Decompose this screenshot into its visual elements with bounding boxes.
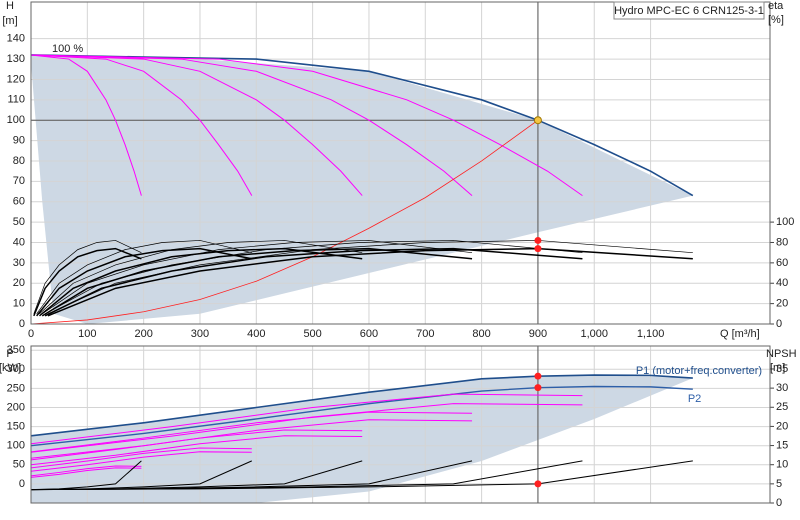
x-tick-label: 600 xyxy=(360,328,378,340)
y-tick-label: 100 xyxy=(7,440,25,452)
x-tick-label: 700 xyxy=(416,328,434,340)
y2-tick-label: 30 xyxy=(776,382,788,394)
x-tick-label: 1,000 xyxy=(580,328,608,340)
y2-tick-label: 40 xyxy=(776,277,788,289)
y-tick-label: 90 xyxy=(13,134,25,146)
curve xyxy=(30,54,142,196)
y2-tick-label: 100 xyxy=(776,216,794,228)
series-label: P2 xyxy=(688,393,701,405)
y2-tick-label: 35 xyxy=(776,363,788,375)
y2-tick-label: 80 xyxy=(776,236,788,248)
y2-tick-label: 0 xyxy=(776,497,782,509)
y-tick-label: 120 xyxy=(7,73,25,85)
operating-point xyxy=(534,236,542,244)
y2-axis-unit: [m] xyxy=(770,362,785,374)
y-axis-unit: [m] xyxy=(2,15,17,27)
curve xyxy=(30,385,693,447)
y-tick-label: 10 xyxy=(13,298,25,310)
y2-axis-label: NPSH xyxy=(766,348,797,360)
y2-tick-label: 10 xyxy=(776,459,788,471)
curve xyxy=(41,247,473,317)
y2-tick-label: 25 xyxy=(776,401,788,413)
x-tick-label: 100 xyxy=(78,328,96,340)
y2-tick-label: 60 xyxy=(776,257,788,269)
operating-point xyxy=(534,384,542,392)
y-tick-label: 70 xyxy=(13,175,25,187)
x-tick-label: 1,100 xyxy=(637,328,665,340)
curve xyxy=(44,247,583,317)
curve xyxy=(30,447,252,469)
curve xyxy=(30,393,583,445)
y-axis-unit: [kW] xyxy=(0,362,21,374)
operating-point xyxy=(534,245,542,253)
y-tick-label: 350 xyxy=(7,344,25,356)
curve xyxy=(30,419,473,459)
x-tick-label: 900 xyxy=(529,328,547,340)
y-axis-label: H xyxy=(6,0,14,12)
x-tick-label: 500 xyxy=(303,328,321,340)
curve xyxy=(30,411,473,453)
y-tick-label: 60 xyxy=(13,196,25,208)
operating-point xyxy=(534,480,542,488)
x-tick-label: 0 xyxy=(28,328,34,340)
y2-tick-label: 20 xyxy=(776,420,788,432)
x-tick-label: 200 xyxy=(134,328,152,340)
operating-area xyxy=(31,54,693,325)
curve xyxy=(36,247,252,317)
y2-tick-label: 15 xyxy=(776,439,788,451)
curve xyxy=(30,460,693,491)
curve xyxy=(30,54,694,197)
curve xyxy=(30,54,583,197)
curve xyxy=(30,374,693,437)
y-tick-label: 0 xyxy=(19,318,25,330)
curve xyxy=(30,54,363,196)
y-tick-label: 100 xyxy=(7,114,25,126)
curve xyxy=(30,119,539,325)
curve xyxy=(33,240,142,314)
curve xyxy=(30,467,142,478)
y-tick-label: 80 xyxy=(13,155,25,167)
curve xyxy=(30,465,142,477)
x-tick-label: 400 xyxy=(247,328,265,340)
y-tick-label: 140 xyxy=(7,33,25,45)
y-tick-label: 40 xyxy=(13,236,25,248)
y-tick-label: 30 xyxy=(13,257,25,269)
y-tick-label: 130 xyxy=(7,53,25,65)
curve xyxy=(30,451,252,472)
y-tick-label: 0 xyxy=(19,478,25,490)
y2-axis-unit: [%] xyxy=(768,14,784,26)
y-tick-label: 150 xyxy=(7,421,25,433)
y-tick-label: 20 xyxy=(13,277,25,289)
operating-point xyxy=(533,116,542,125)
curve xyxy=(30,54,253,196)
y2-tick-label: 5 xyxy=(776,478,782,490)
y-tick-label: 250 xyxy=(7,382,25,394)
y-tick-label: 200 xyxy=(7,401,25,413)
y-tick-label: 50 xyxy=(13,459,25,471)
curve xyxy=(36,240,252,315)
curve xyxy=(38,247,363,317)
series-label: P1 (motor+freq.converter) xyxy=(636,365,762,377)
title-box xyxy=(613,1,765,20)
curve xyxy=(30,54,473,196)
curve xyxy=(33,247,142,317)
chart-title: Hydro MPC-EC 6 CRN125-3-1 xyxy=(614,5,764,17)
y2-axis-label: eta xyxy=(768,0,784,12)
curve xyxy=(30,403,583,453)
plot-frame xyxy=(30,1,771,325)
x-tick-label: 800 xyxy=(472,328,490,340)
annotation: 100 % xyxy=(52,43,83,55)
operating-point xyxy=(534,372,542,380)
y2-tick-label: 0 xyxy=(776,318,782,330)
y-tick-label: 110 xyxy=(7,94,25,106)
y2-tick-label: 20 xyxy=(776,298,788,310)
y-tick-label: 50 xyxy=(13,216,25,228)
y-tick-label: 300 xyxy=(7,363,25,375)
y-axis-label: P xyxy=(6,348,13,360)
plot-frame xyxy=(30,345,771,504)
x-axis-label: Q [m³/h] xyxy=(720,328,760,340)
x-tick-label: 300 xyxy=(191,328,209,340)
curve xyxy=(30,435,363,466)
